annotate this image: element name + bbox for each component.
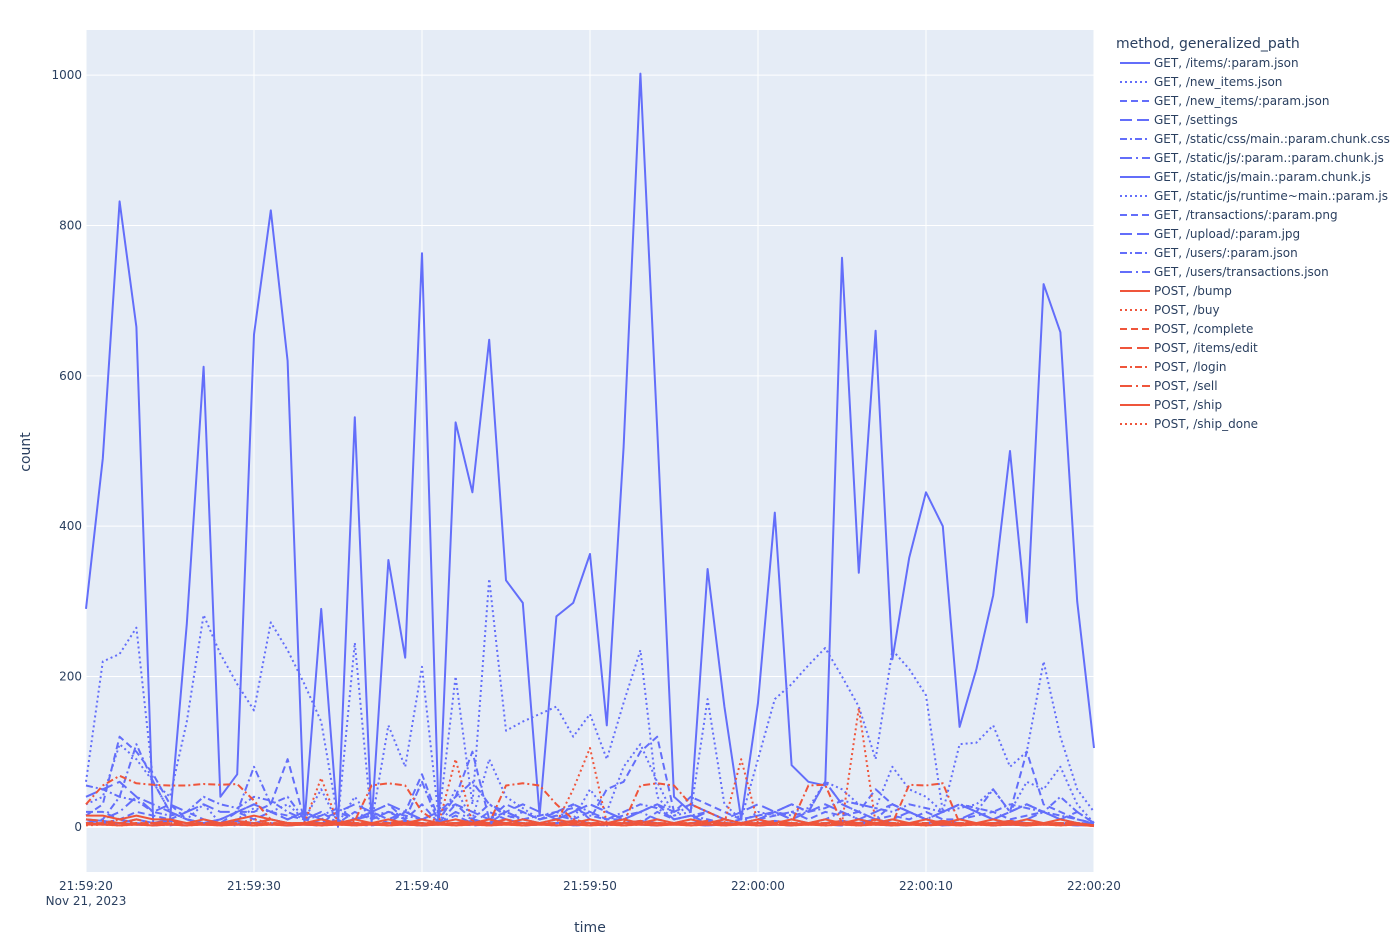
series-line[interactable] bbox=[85, 780, 1095, 825]
y-axis-ticks: 0 200 400 600 800 1000 bbox=[51, 68, 82, 834]
legend-item[interactable]: GET, /static/js/:param.:param.chunk.js bbox=[1120, 151, 1384, 165]
legend-label: GET, /static/js/main.:param.chunk.js bbox=[1154, 170, 1371, 184]
legend-label: GET, /users/transactions.json bbox=[1154, 265, 1329, 279]
x-date-label: Nov 21, 2023 bbox=[46, 894, 127, 908]
legend-item[interactable]: POST, /ship bbox=[1120, 398, 1222, 412]
series-lines bbox=[85, 72, 1095, 828]
series-line[interactable] bbox=[86, 814, 1095, 827]
legend-item[interactable]: GET, /new_items/:param.json bbox=[1120, 94, 1329, 108]
y-tick-label: 0 bbox=[74, 820, 82, 834]
legend-item[interactable]: GET, /settings bbox=[1120, 113, 1238, 127]
y-tick-label: 400 bbox=[59, 519, 82, 533]
series-line[interactable] bbox=[85, 818, 1095, 827]
x-tick-label: 21:59:40 bbox=[395, 879, 449, 893]
legend-item[interactable]: GET, /new_items.json bbox=[1120, 75, 1282, 89]
x-tick-label: 21:59:20 bbox=[59, 879, 113, 893]
x-tick-label: 22:00:10 bbox=[899, 879, 953, 893]
legend-item[interactable]: POST, /ship_done bbox=[1120, 417, 1258, 431]
legend-label: GET, /static/js/:param.:param.chunk.js bbox=[1154, 151, 1384, 165]
series-line[interactable] bbox=[85, 577, 1095, 825]
grid-lines bbox=[85, 30, 1095, 872]
x-tick-label: 22:00:00 bbox=[731, 879, 785, 893]
legend-label: GET, /new_items.json bbox=[1154, 75, 1282, 89]
legend-label: GET, /items/:param.json bbox=[1154, 56, 1299, 70]
x-tick-label: 21:59:50 bbox=[563, 879, 617, 893]
x-tick-label: 22:00:20 bbox=[1067, 879, 1121, 893]
legend-label: POST, /items/edit bbox=[1154, 341, 1258, 355]
series-line[interactable] bbox=[86, 707, 1095, 827]
legend-label: GET, /transactions/:param.png bbox=[1154, 208, 1338, 222]
y-tick-label: 800 bbox=[59, 218, 82, 232]
legend-item[interactable]: GET, /users/transactions.json bbox=[1120, 265, 1329, 279]
legend-item[interactable]: GET, /static/css/main.:param.chunk.css bbox=[1120, 132, 1390, 146]
legend-item[interactable]: GET, /upload/:param.jpg bbox=[1120, 227, 1300, 241]
y-tick-label: 200 bbox=[59, 670, 82, 684]
x-axis-ticks: 21:59:20 21:59:30 21:59:40 21:59:50 22:00:00… bbox=[59, 879, 1121, 893]
legend-item[interactable]: GET, /items/:param.json bbox=[1120, 56, 1299, 70]
legend-label: POST, /ship_done bbox=[1154, 417, 1258, 431]
legend-label: POST, /buy bbox=[1154, 303, 1220, 317]
series-line[interactable] bbox=[85, 72, 1095, 828]
legend-label: GET, /static/js/runtime~main.:param.js bbox=[1154, 189, 1388, 203]
legend-label: POST, /login bbox=[1154, 360, 1227, 374]
x-tick-label: 21:59:30 bbox=[227, 879, 281, 893]
series-line[interactable] bbox=[85, 823, 1095, 828]
legend-item[interactable]: GET, /static/js/main.:param.chunk.js bbox=[1120, 170, 1371, 184]
legend[interactable]: method, generalized_path GET, /items/:pa… bbox=[1116, 36, 1390, 431]
legend-item[interactable]: POST, /complete bbox=[1120, 322, 1253, 336]
y-axis-title: count bbox=[18, 432, 34, 472]
legend-item[interactable]: POST, /buy bbox=[1120, 303, 1220, 317]
x-axis-title: time bbox=[574, 920, 606, 936]
legend-title: method, generalized_path bbox=[1116, 36, 1300, 52]
legend-item[interactable]: POST, /login bbox=[1120, 360, 1227, 374]
y-tick-label: 1000 bbox=[51, 68, 82, 82]
legend-label: POST, /complete bbox=[1154, 322, 1253, 336]
legend-label: GET, /static/css/main.:param.chunk.css bbox=[1154, 132, 1390, 146]
legend-label: POST, /bump bbox=[1154, 284, 1232, 298]
legend-item[interactable]: POST, /bump bbox=[1120, 284, 1232, 298]
legend-item[interactable]: POST, /sell bbox=[1120, 379, 1218, 393]
legend-label: GET, /settings bbox=[1154, 113, 1238, 127]
legend-label: POST, /ship bbox=[1154, 398, 1222, 412]
y-tick-label: 600 bbox=[59, 369, 82, 383]
legend-label: POST, /sell bbox=[1154, 379, 1218, 393]
legend-item[interactable]: POST, /items/edit bbox=[1120, 341, 1258, 355]
legend-item[interactable]: GET, /users/:param.json bbox=[1120, 246, 1298, 260]
series-line[interactable] bbox=[85, 743, 1095, 825]
series-line[interactable] bbox=[85, 735, 1094, 825]
legend-label: GET, /upload/:param.jpg bbox=[1154, 227, 1300, 241]
legend-item[interactable]: GET, /static/js/runtime~main.:param.js bbox=[1120, 189, 1388, 203]
legend-label: GET, /new_items/:param.json bbox=[1154, 94, 1329, 108]
legend-item[interactable]: GET, /transactions/:param.png bbox=[1120, 208, 1338, 222]
legend-label: GET, /users/:param.json bbox=[1154, 246, 1298, 260]
